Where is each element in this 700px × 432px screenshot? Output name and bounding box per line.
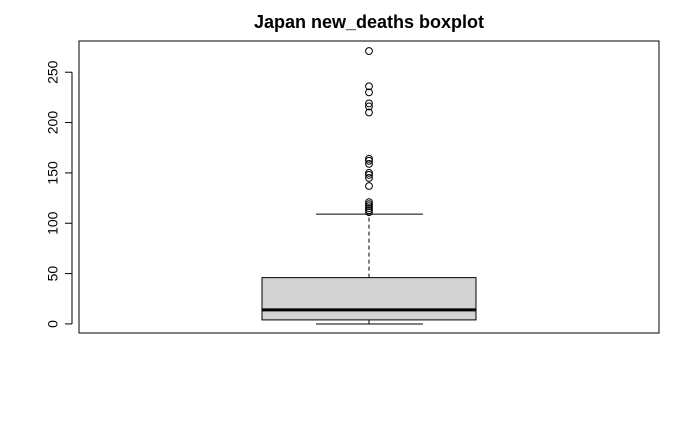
y-tick-label: 200 xyxy=(45,111,61,135)
outlier-point xyxy=(365,200,373,209)
y-axis: 0 50 100 150 200 250 xyxy=(45,60,73,328)
iqr-box xyxy=(261,277,477,321)
outlier-point xyxy=(365,171,373,179)
y-tick-label: 100 xyxy=(45,211,61,235)
outlier-point xyxy=(365,88,373,97)
outlier-point xyxy=(365,182,373,190)
outlier-point xyxy=(365,169,373,177)
outlier-point xyxy=(365,108,373,117)
outlier-point xyxy=(365,102,373,111)
outlier-point xyxy=(365,154,373,163)
y-tick-label: 0 xyxy=(45,320,61,328)
y-tick-label: 250 xyxy=(45,60,61,84)
outlier-point xyxy=(365,174,373,182)
outlier-group xyxy=(365,47,373,217)
outlier-point xyxy=(365,82,373,91)
chart-title: Japan new_deaths boxplot xyxy=(254,12,484,32)
y-tick-label: 50 xyxy=(45,266,61,282)
outlier-point xyxy=(365,198,373,207)
outlier-point xyxy=(365,204,373,213)
outlier-point xyxy=(365,208,373,217)
outlier-point xyxy=(365,159,373,168)
plot-frame xyxy=(78,40,660,334)
y-tick-label: 150 xyxy=(45,161,61,185)
outlier-point xyxy=(365,206,373,215)
outlier-point xyxy=(365,156,373,165)
box-group xyxy=(261,213,477,325)
outlier-point xyxy=(365,99,373,108)
outlier-point xyxy=(365,47,373,55)
outlier-point xyxy=(365,202,373,211)
